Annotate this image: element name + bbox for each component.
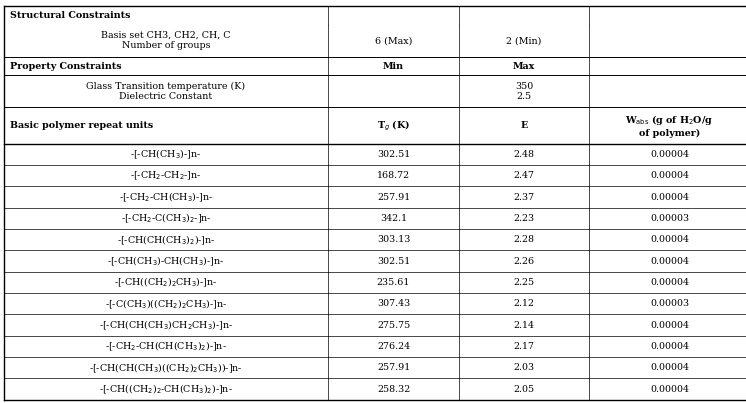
Text: -[-CH(CH(CH$_3$)((CH$_2$)$_2$CH$_3$))-]n-: -[-CH(CH(CH$_3$)((CH$_2$)$_2$CH$_3$))-]n… <box>90 361 242 374</box>
Text: -[-CH$_2$-C(CH$_3$)$_2$-]n-: -[-CH$_2$-C(CH$_3$)$_2$-]n- <box>121 212 211 225</box>
Text: 2 (Min): 2 (Min) <box>507 36 542 45</box>
Text: 2.03: 2.03 <box>513 363 535 372</box>
Text: Glass Transition temperature (K)
Dielectric Constant: Glass Transition temperature (K) Dielect… <box>87 81 245 101</box>
Text: 302.51: 302.51 <box>377 150 410 159</box>
Text: 257.91: 257.91 <box>377 193 410 202</box>
Text: 2.48: 2.48 <box>513 150 535 159</box>
Text: 0.00004: 0.00004 <box>650 384 689 394</box>
Text: -[-CH(CH$_3$)-CH(CH$_3$)-]n-: -[-CH(CH$_3$)-CH(CH$_3$)-]n- <box>107 254 225 268</box>
Text: Structural Constraints: Structural Constraints <box>10 11 131 20</box>
Text: 0.00004: 0.00004 <box>650 363 689 372</box>
Text: 0.00003: 0.00003 <box>650 214 689 223</box>
Text: -[-C(CH$_3$)((CH$_2$)$_2$CH$_3$)-]n-: -[-C(CH$_3$)((CH$_2$)$_2$CH$_3$)-]n- <box>104 297 228 311</box>
Text: 0.00004: 0.00004 <box>650 235 689 244</box>
Text: Basis set CH3, CH2, CH, C
Number of groups: Basis set CH3, CH2, CH, C Number of grou… <box>101 31 231 50</box>
Text: E: E <box>521 121 527 130</box>
Text: -[-CH((CH$_2$)$_2$CH$_3$)-]n-: -[-CH((CH$_2$)$_2$CH$_3$)-]n- <box>114 276 218 289</box>
Text: 235.61: 235.61 <box>377 278 410 287</box>
Text: 0.00003: 0.00003 <box>650 299 689 308</box>
Text: -[-CH$_2$-CH$_2$-]n-: -[-CH$_2$-CH$_2$-]n- <box>131 170 201 182</box>
Text: 168.72: 168.72 <box>377 171 410 180</box>
Text: 2.47: 2.47 <box>513 171 535 180</box>
Text: 303.13: 303.13 <box>377 235 410 244</box>
Text: 0.00004: 0.00004 <box>650 193 689 202</box>
Text: T$_g$ (K): T$_g$ (K) <box>377 118 410 133</box>
Text: W$_{\rm abs}$ (g of H$_2$O/g
of polymer): W$_{\rm abs}$ (g of H$_2$O/g of polymer) <box>625 113 714 138</box>
Text: -[-CH(CH(CH$_3$)$_2$)-]n-: -[-CH(CH(CH$_3$)$_2$)-]n- <box>116 233 216 247</box>
Text: 2.12: 2.12 <box>513 299 535 308</box>
Text: 2.05: 2.05 <box>513 384 535 394</box>
Text: Min: Min <box>383 62 404 71</box>
Text: 0.00004: 0.00004 <box>650 150 689 159</box>
Text: 0.00004: 0.00004 <box>650 342 689 351</box>
Text: 0.00004: 0.00004 <box>650 257 689 266</box>
Text: 258.32: 258.32 <box>377 384 410 394</box>
Text: 275.75: 275.75 <box>377 321 410 330</box>
Text: Property Constraints: Property Constraints <box>10 62 122 71</box>
Text: -[-CH(CH$_3$)-]n-: -[-CH(CH$_3$)-]n- <box>131 148 201 161</box>
Text: 2.28: 2.28 <box>513 235 535 244</box>
Text: -[-CH(CH(CH$_3$)CH$_2$CH$_3$)-]n-: -[-CH(CH(CH$_3$)CH$_2$CH$_3$)-]n- <box>99 318 233 332</box>
Text: -[-CH$_2$-CH(CH$_3$)-]n-: -[-CH$_2$-CH(CH$_3$)-]n- <box>119 190 213 204</box>
Text: 0.00004: 0.00004 <box>650 278 689 287</box>
Text: -[-CH$_2$-CH(CH(CH$_3$)$_2$)-]n-: -[-CH$_2$-CH(CH(CH$_3$)$_2$)-]n- <box>105 340 227 353</box>
Text: 0.00004: 0.00004 <box>650 321 689 330</box>
Text: 342.1: 342.1 <box>380 214 407 223</box>
Text: 2.26: 2.26 <box>513 257 535 266</box>
Text: 2.23: 2.23 <box>513 214 535 223</box>
Text: 302.51: 302.51 <box>377 257 410 266</box>
Text: Max: Max <box>513 62 535 71</box>
Text: 2.25: 2.25 <box>513 278 535 287</box>
Text: 307.43: 307.43 <box>377 299 410 308</box>
Text: 2.17: 2.17 <box>513 342 535 351</box>
Text: 6 (Max): 6 (Max) <box>374 36 413 45</box>
Text: 2.14: 2.14 <box>513 321 535 330</box>
Text: 276.24: 276.24 <box>377 342 410 351</box>
Text: -[-CH((CH$_2$)$_2$-CH(CH$_3$)$_2$)-]n-: -[-CH((CH$_2$)$_2$-CH(CH$_3$)$_2$)-]n- <box>99 382 233 396</box>
Text: Basic polymer repeat units: Basic polymer repeat units <box>10 121 153 130</box>
Text: 2.37: 2.37 <box>513 193 535 202</box>
Text: 0.00004: 0.00004 <box>650 171 689 180</box>
Text: 257.91: 257.91 <box>377 363 410 372</box>
Text: 350
2.5: 350 2.5 <box>515 82 533 101</box>
